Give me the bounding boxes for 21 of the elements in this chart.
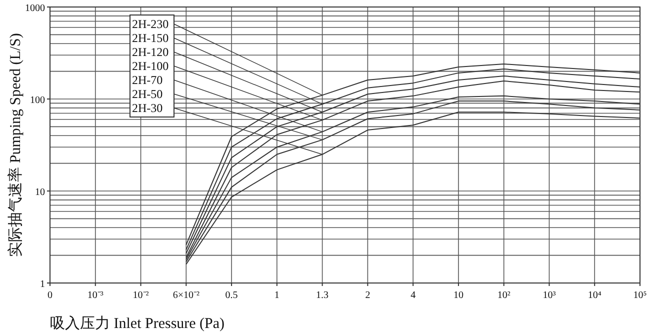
x-tick-label: 10 [453,290,464,301]
x-tick-label: 6×10⁻² [172,290,200,301]
x-tick-label: 2 [365,290,370,301]
legend: 2H-230 2H-150 2H-120 2H-100 2H-70 2H-50 2H-30 [130,14,323,155]
x-tick-label: 0 [48,290,52,301]
y-tick-label: 1 [40,279,45,290]
x-tick-label: 1.3 [316,290,329,301]
x-tick-label: 10⁻² [132,290,149,301]
x-tick-label: 4 [410,290,416,301]
x-tick-label: 0.5 [225,290,238,301]
x-tick-label: 10² [497,290,510,301]
y-axis-title: 实际抽气速率 Pumping Speed (L/S) [7,33,24,257]
x-tick-label: 10⁴ [588,290,602,301]
x-tick-label: 10⁻³ [87,290,104,301]
y-tick-label: 10 [35,187,45,198]
x-tick-label: 1 [274,290,280,301]
y-tick-label: 100 [30,95,45,106]
x-tick-label: 10³ [542,290,556,301]
x-axis-title: 吸入压力 Inlet Pressure (Pa) [50,315,225,332]
y-tick-label: 1000 [25,3,45,14]
x-tick-label: 10⁵ [633,290,647,301]
